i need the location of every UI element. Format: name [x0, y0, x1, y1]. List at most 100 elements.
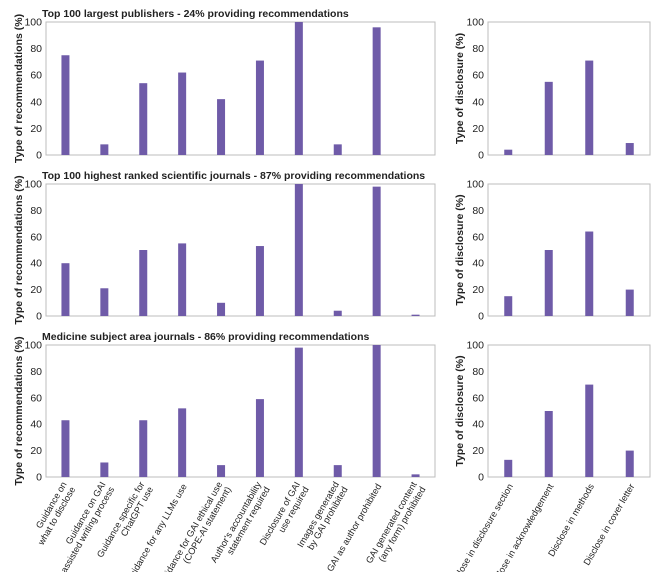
bar-4: [625, 289, 634, 316]
x-tick-label: Disclose in acknowledgement: [486, 482, 555, 572]
chart-panel-3: Top 100 highest ranked scientific journa…: [13, 170, 436, 325]
y-tick-label: 100: [24, 179, 42, 191]
y-tick-label: 0: [36, 311, 42, 323]
bar-5: [217, 302, 226, 316]
chart-panel-5: Medicine subject area journals - 86% pro…: [13, 331, 436, 572]
y-tick-label: 60: [472, 70, 484, 82]
plot-frame: [45, 344, 436, 478]
y-tick-label: 0: [478, 311, 484, 323]
bar-4: [178, 72, 187, 155]
y-tick-label: 0: [36, 472, 42, 484]
y-tick-label: 80: [472, 205, 484, 217]
bar-1: [61, 55, 70, 155]
bar-1: [504, 296, 513, 316]
y-tick-label: 40: [30, 258, 42, 270]
bar-4: [178, 408, 187, 477]
y-axis-label: Type of recommendations (%): [13, 336, 25, 485]
bar-5: [217, 465, 226, 477]
bar-2: [100, 462, 109, 477]
bar-2: [544, 411, 553, 477]
bar-3: [585, 60, 594, 155]
plot-frame: [45, 21, 436, 156]
bar-2: [544, 250, 553, 316]
y-tick-label: 20: [472, 284, 484, 296]
y-tick-label: 40: [472, 419, 484, 431]
bar-6: [255, 246, 264, 316]
x-tick-label: Disclose in methods: [546, 482, 596, 559]
y-axis-label: Type of disclosure (%): [454, 33, 466, 144]
y-tick-label: 40: [30, 419, 42, 431]
bar-10: [411, 314, 420, 316]
bar-3: [585, 231, 594, 316]
bar-3: [139, 420, 148, 477]
y-tick-label: 100: [466, 340, 484, 352]
y-axis-label: Type of disclosure (%): [454, 355, 466, 466]
y-tick-label: 20: [30, 284, 42, 296]
y-axis-label: Type of recommendations (%): [13, 175, 25, 324]
y-tick-label: 60: [472, 392, 484, 404]
bar-1: [61, 420, 70, 477]
bar-2: [544, 81, 553, 155]
bar-7: [294, 347, 303, 477]
y-tick-label: 80: [30, 43, 42, 55]
y-tick-label: 80: [30, 366, 42, 378]
x-tick-label: Guidance for GAI ethical use(COPE-AI sta…: [157, 480, 233, 572]
bar-7: [294, 22, 303, 155]
y-tick-label: 100: [24, 340, 42, 352]
chart-title: Top 100 highest ranked scientific journa…: [42, 170, 425, 182]
y-tick-label: 80: [472, 366, 484, 378]
y-tick-label: 80: [30, 205, 42, 217]
bar-6: [255, 399, 264, 477]
plot-frame: [45, 183, 436, 317]
bar-1: [61, 263, 70, 316]
y-tick-label: 100: [466, 179, 484, 191]
y-axis-label: Type of disclosure (%): [454, 194, 466, 305]
y-tick-label: 80: [472, 43, 484, 55]
bar-6: [255, 60, 264, 155]
y-tick-label: 20: [30, 123, 42, 135]
bar-7: [294, 184, 303, 316]
bar-4: [178, 243, 187, 316]
bar-4: [625, 450, 634, 477]
plot-frame: [487, 21, 651, 156]
y-tick-label: 0: [478, 472, 484, 484]
bar-3: [139, 250, 148, 316]
y-tick-label: 0: [478, 150, 484, 162]
bar-1: [504, 459, 513, 477]
chart-title: Top 100 largest publishers - 24% providi…: [42, 8, 349, 20]
y-tick-label: 60: [30, 231, 42, 243]
y-tick-label: 60: [30, 70, 42, 82]
chart-title: Medicine subject area journals - 86% pro…: [42, 331, 369, 343]
y-tick-label: 20: [30, 445, 42, 457]
bar-2: [100, 144, 109, 155]
y-axis-label: Type of recommendations (%): [13, 14, 25, 163]
plot-frame: [487, 183, 651, 317]
bar-8: [333, 144, 342, 155]
y-tick-label: 40: [30, 96, 42, 108]
bar-3: [139, 83, 148, 155]
bar-8: [333, 465, 342, 477]
bar-4: [625, 143, 634, 155]
bar-9: [372, 27, 381, 155]
y-tick-label: 60: [30, 392, 42, 404]
bar-9: [372, 186, 381, 316]
y-tick-label: 100: [24, 17, 42, 29]
y-tick-label: 40: [472, 258, 484, 270]
y-tick-label: 40: [472, 96, 484, 108]
plot-frame: [487, 344, 651, 478]
bar-3: [585, 384, 594, 477]
bar-5: [217, 99, 226, 155]
y-tick-label: 100: [466, 17, 484, 29]
y-tick-label: 20: [472, 123, 484, 135]
bar-1: [504, 149, 513, 155]
bar-10: [411, 474, 420, 477]
y-tick-label: 0: [36, 150, 42, 162]
y-tick-label: 60: [472, 231, 484, 243]
chart-panel-1: Top 100 largest publishers - 24% providi…: [13, 8, 436, 163]
bar-2: [100, 288, 109, 316]
bar-9: [372, 345, 381, 477]
